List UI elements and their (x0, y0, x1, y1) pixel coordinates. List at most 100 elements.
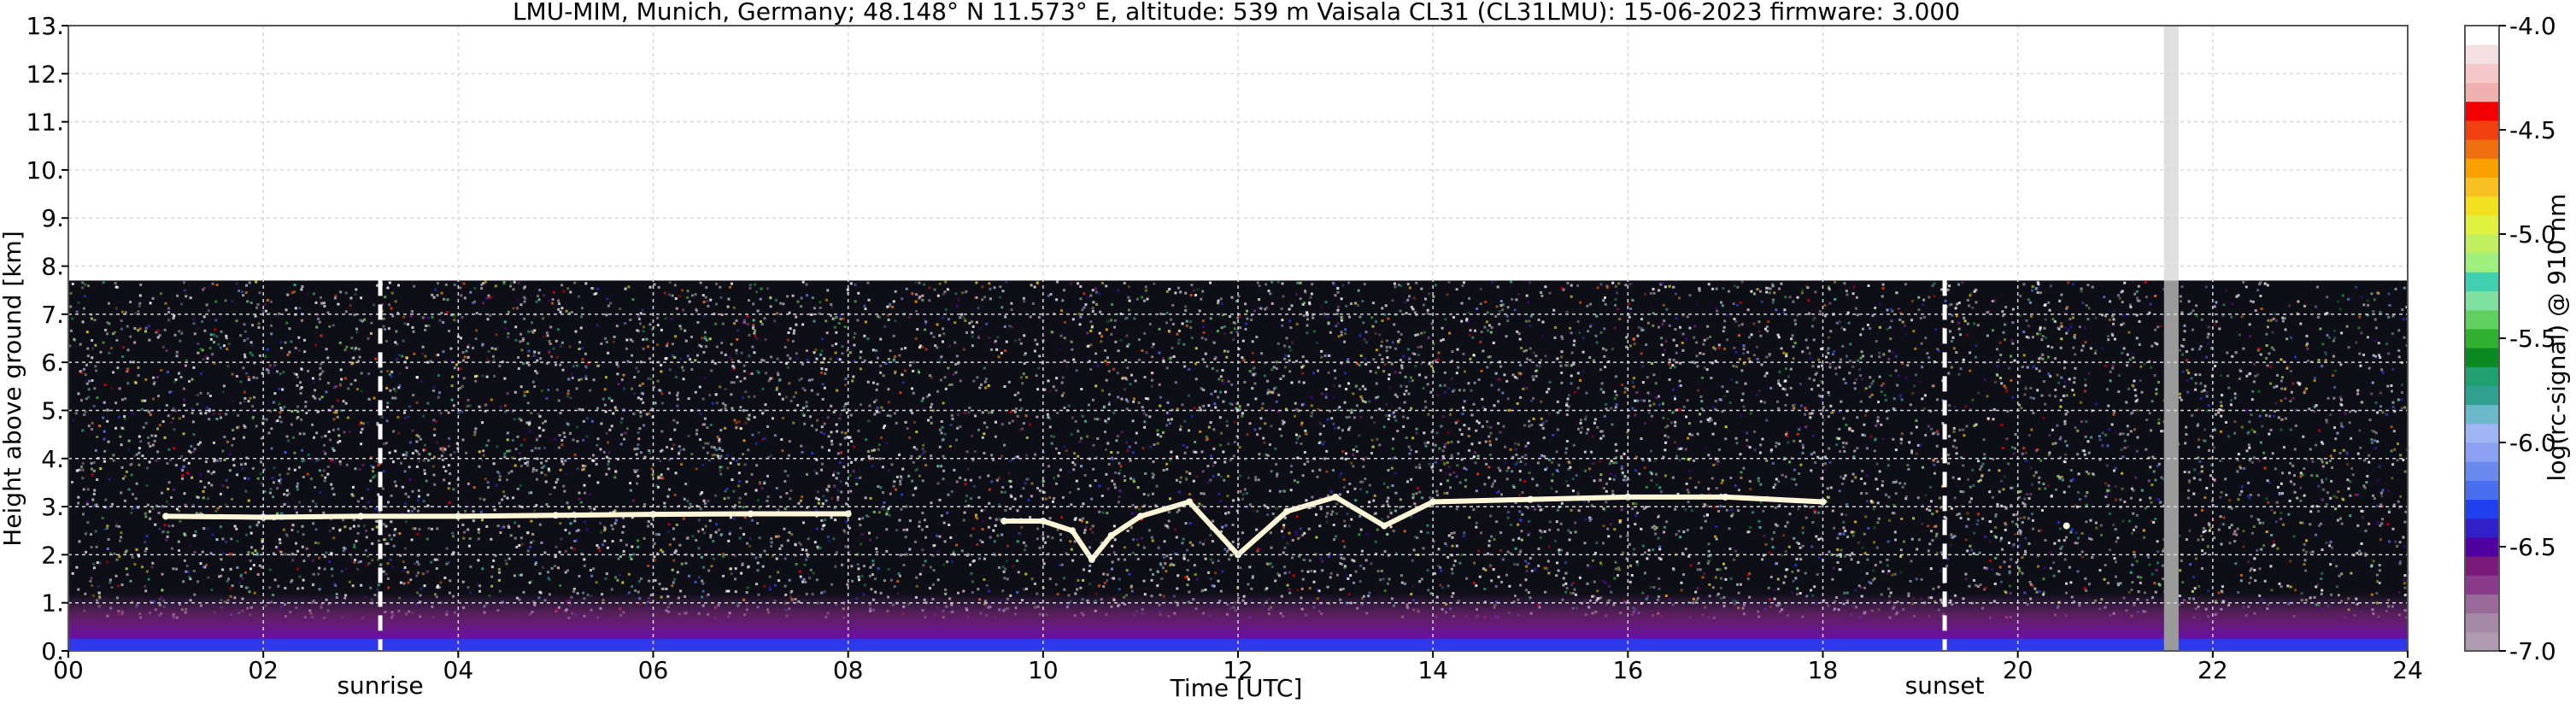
noise-speck (775, 535, 777, 538)
noise-speck (2125, 401, 2128, 404)
noise-speck (1235, 402, 1239, 405)
noise-speck (2268, 352, 2271, 355)
noise-speck (707, 569, 711, 572)
noise-speck (806, 472, 808, 476)
noise-speck (1544, 354, 1547, 358)
noise-speck (1394, 509, 1397, 513)
noise-speck (1025, 437, 1029, 439)
noise-speck (2272, 540, 2275, 543)
noise-speck (1652, 373, 1656, 377)
noise-speck (1265, 306, 1269, 309)
noise-speck (560, 516, 564, 519)
noise-speck (1337, 426, 1341, 430)
noise-speck (1581, 426, 1583, 430)
noise-speck (1712, 463, 1716, 466)
noise-speck (2086, 284, 2090, 287)
noise-speck (2392, 503, 2396, 507)
noise-speck (1706, 562, 1710, 565)
noise-speck (1760, 300, 1763, 303)
noise-speck (1859, 333, 1863, 337)
noise-speck (260, 482, 263, 485)
noise-speck (940, 378, 942, 382)
noise-speck (1579, 378, 1581, 382)
noise-speck (323, 305, 326, 308)
noise-speck (1991, 300, 1994, 303)
noise-speck (125, 470, 128, 473)
noise-speck (2355, 285, 2358, 289)
noise-speck (1588, 467, 1592, 471)
noise-speck (2276, 373, 2279, 377)
noise-speck (1132, 478, 1135, 481)
noise-speck (1568, 538, 1571, 542)
noise-speck (2022, 331, 2026, 333)
noise-speck (1068, 470, 1071, 473)
noise-speck (2248, 459, 2251, 462)
noise-speck (266, 298, 269, 302)
noise-speck (2329, 541, 2332, 544)
noise-speck (2092, 473, 2096, 477)
noise-speck (1809, 416, 1812, 419)
noise-speck (1071, 559, 1075, 562)
noise-speck (746, 323, 749, 326)
noise-speck (279, 512, 283, 515)
noise-speck (2157, 498, 2160, 501)
noise-speck (226, 365, 230, 368)
noise-speck (1212, 519, 1214, 523)
noise-speck (638, 384, 642, 387)
noise-speck (731, 478, 734, 482)
noise-speck (166, 462, 169, 465)
noise-speck (165, 538, 168, 542)
noise-speck (2269, 365, 2273, 368)
noise-speck (1590, 474, 1593, 478)
noise-speck (1096, 437, 1100, 440)
noise-speck (1275, 463, 1278, 466)
noise-speck (161, 572, 164, 576)
noise-speck (607, 441, 609, 444)
noise-speck (457, 335, 461, 338)
noise-speck (1179, 425, 1182, 428)
noise-speck (433, 558, 437, 561)
noise-speck (1740, 476, 1743, 479)
noise-speck (1359, 528, 1363, 531)
noise-speck (2098, 435, 2101, 438)
noise-speck (1993, 299, 1997, 302)
noise-speck (387, 586, 390, 589)
noise-speck (1679, 448, 1681, 450)
noise-speck (745, 591, 748, 594)
noise-speck (549, 325, 553, 329)
noise-speck (1388, 414, 1391, 417)
noise-speck (1034, 453, 1036, 456)
noise-speck (1869, 582, 1873, 585)
noise-speck (2270, 534, 2274, 536)
noise-speck (337, 441, 340, 444)
noise-speck (2200, 390, 2203, 393)
noise-speck (1827, 391, 1830, 394)
noise-speck (1722, 287, 1725, 290)
noise-speck (735, 319, 738, 322)
noise-speck (839, 313, 842, 317)
noise-speck (1200, 387, 1203, 390)
noise-speck (1565, 401, 1569, 405)
noise-speck (2022, 354, 2026, 357)
noise-speck (2011, 321, 2015, 324)
noise-speck (512, 288, 515, 291)
noise-speck (1370, 452, 1373, 454)
noise-speck (452, 551, 455, 554)
noise-speck (1864, 387, 1868, 390)
noise-speck (229, 567, 232, 571)
noise-speck (2337, 490, 2340, 493)
noise-speck (2199, 396, 2203, 400)
noise-speck (279, 407, 283, 410)
noise-speck (2053, 319, 2057, 323)
noise-speck (1170, 450, 1173, 454)
noise-speck (2121, 487, 2124, 490)
noise-speck (424, 328, 427, 331)
noise-speck (2263, 579, 2267, 583)
noise-speck (220, 416, 222, 419)
noise-speck (2237, 294, 2240, 297)
noise-speck (207, 497, 210, 501)
noise-speck (1140, 519, 1143, 522)
noise-speck (673, 356, 677, 359)
noise-speck (188, 380, 191, 383)
noise-speck (846, 349, 849, 352)
